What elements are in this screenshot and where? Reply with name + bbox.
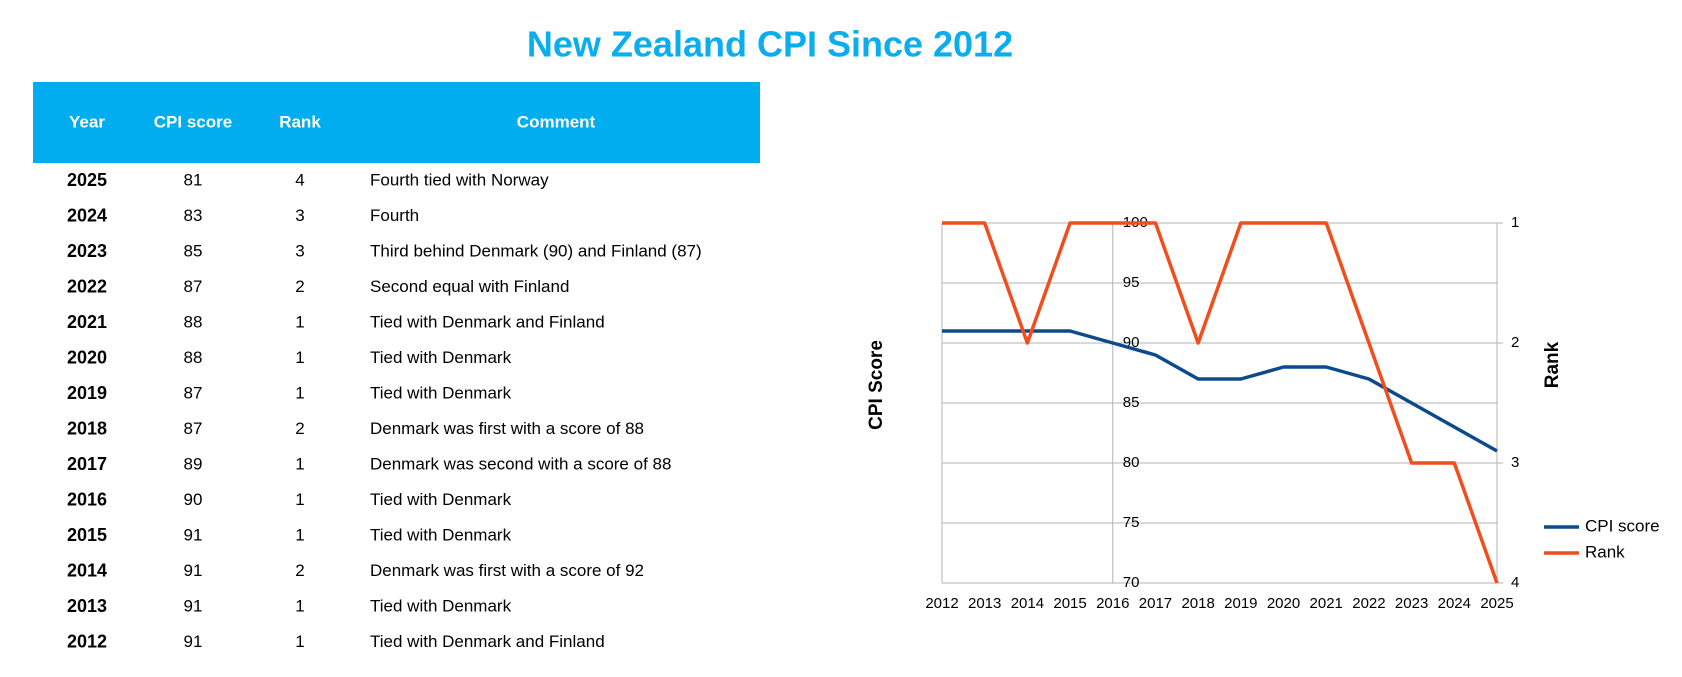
table-cell: 1 <box>295 348 304 367</box>
table-cell: Fourth tied with Norway <box>370 170 549 189</box>
table-cell: 85 <box>184 241 203 260</box>
table-cell: 2 <box>295 277 304 296</box>
table-cell: 2020 <box>67 347 107 367</box>
table-cell: 91 <box>184 525 203 544</box>
table-cell: Denmark was second with a score of 88 <box>370 454 671 473</box>
table-cell: 2014 <box>67 560 107 580</box>
y-tick-label: 85 <box>1123 394 1140 411</box>
table-cell: 1 <box>295 525 304 544</box>
table-cell: 89 <box>184 454 203 473</box>
table-cell: Tied with Denmark <box>370 383 512 402</box>
table-cell: 2 <box>295 419 304 438</box>
table-header-cell: Rank <box>279 112 321 131</box>
table-header-bg <box>33 82 760 163</box>
table-cell: 2012 <box>67 631 107 651</box>
table-header-cell: Year <box>69 112 105 131</box>
y-tick-label: 75 <box>1123 514 1140 531</box>
table-cell: 2016 <box>67 489 107 509</box>
legend-label: CPI score <box>1585 516 1660 535</box>
table-header-cell: Comment <box>517 112 596 131</box>
table-cell: 2021 <box>67 312 107 332</box>
x-tick-label: 2017 <box>1139 595 1172 612</box>
table-cell: 2022 <box>67 276 107 296</box>
table-cell: Tied with Denmark and Finland <box>370 312 605 331</box>
table-cell: 88 <box>184 348 203 367</box>
page-title: New Zealand CPI Since 2012 <box>527 24 1013 65</box>
table-cell: 87 <box>184 419 203 438</box>
x-tick-label: 2016 <box>1096 595 1129 612</box>
table-cell: 88 <box>184 312 203 331</box>
table-cell: 2017 <box>67 454 107 474</box>
table-cell: 2018 <box>67 418 107 438</box>
table-cell: Tied with Denmark and Finland <box>370 632 605 651</box>
series-line <box>942 221 1499 584</box>
x-tick-label: 2021 <box>1310 595 1343 612</box>
x-tick-label: 2015 <box>1053 595 1086 612</box>
table-cell: 87 <box>184 383 203 402</box>
x-tick-label: 2014 <box>1011 595 1044 612</box>
x-tick-label: 2025 <box>1480 595 1513 612</box>
table-cell: 3 <box>295 241 304 260</box>
table-cell: 81 <box>184 170 203 189</box>
x-tick-label: 2013 <box>968 595 1001 612</box>
table-cell: 1 <box>295 490 304 509</box>
table-cell: 2025 <box>67 170 107 190</box>
table-cell: 1 <box>295 632 304 651</box>
table-header-cell: CPI score <box>154 112 232 131</box>
table-cell: 2015 <box>67 525 107 545</box>
table-cell: Tied with Denmark <box>370 348 512 367</box>
x-tick-label: 2024 <box>1438 595 1471 612</box>
y-tick-label: 95 <box>1123 274 1140 291</box>
table-cell: 1 <box>295 596 304 615</box>
table-cell: Third behind Denmark (90) and Finland (8… <box>370 241 702 260</box>
table-cell: 87 <box>184 277 203 296</box>
table-cell: 90 <box>184 490 203 509</box>
x-tick-label: 2022 <box>1352 595 1385 612</box>
table-cell: 1 <box>295 312 304 331</box>
table-cell: 4 <box>295 170 304 189</box>
table-cell: Second equal with Finland <box>370 277 569 296</box>
table-cell: 91 <box>184 632 203 651</box>
table-cell: 91 <box>184 596 203 615</box>
y2-tick-label: 4 <box>1511 574 1519 591</box>
table-cell: Tied with Denmark <box>370 596 512 615</box>
table-cell: 2024 <box>67 205 107 225</box>
table-cell: Denmark was first with a score of 88 <box>370 419 644 438</box>
table-cell: 2 <box>295 561 304 580</box>
x-tick-label: 2023 <box>1395 595 1428 612</box>
x-tick-label: 2018 <box>1181 595 1214 612</box>
y-tick-label: 80 <box>1123 454 1140 471</box>
table-cell: 2023 <box>67 241 107 261</box>
table-cell: 3 <box>295 206 304 225</box>
y2-tick-label: 3 <box>1511 454 1519 471</box>
series-line <box>942 329 1498 453</box>
x-tick-label: 2012 <box>925 595 958 612</box>
table-cell: Tied with Denmark <box>370 525 512 544</box>
y2-tick-label: 2 <box>1511 334 1519 351</box>
y-axis-title: CPI Score <box>866 340 887 430</box>
table-cell: Fourth <box>370 206 419 225</box>
legend-label: Rank <box>1585 542 1625 561</box>
y2-axis-title: Rank <box>1542 341 1563 388</box>
x-tick-label: 2019 <box>1224 595 1257 612</box>
table-cell: 1 <box>295 454 304 473</box>
y2-tick-label: 1 <box>1511 214 1519 231</box>
table-cell: 83 <box>184 206 203 225</box>
y-tick-label: 70 <box>1123 574 1140 591</box>
x-tick-label: 2020 <box>1267 595 1300 612</box>
table-cell: 1 <box>295 383 304 402</box>
table-cell: 91 <box>184 561 203 580</box>
table-cell: Tied with Denmark <box>370 490 512 509</box>
table-cell: Denmark was first with a score of 92 <box>370 561 644 580</box>
table-cell: 2019 <box>67 383 107 403</box>
table-cell: 2013 <box>67 596 107 616</box>
